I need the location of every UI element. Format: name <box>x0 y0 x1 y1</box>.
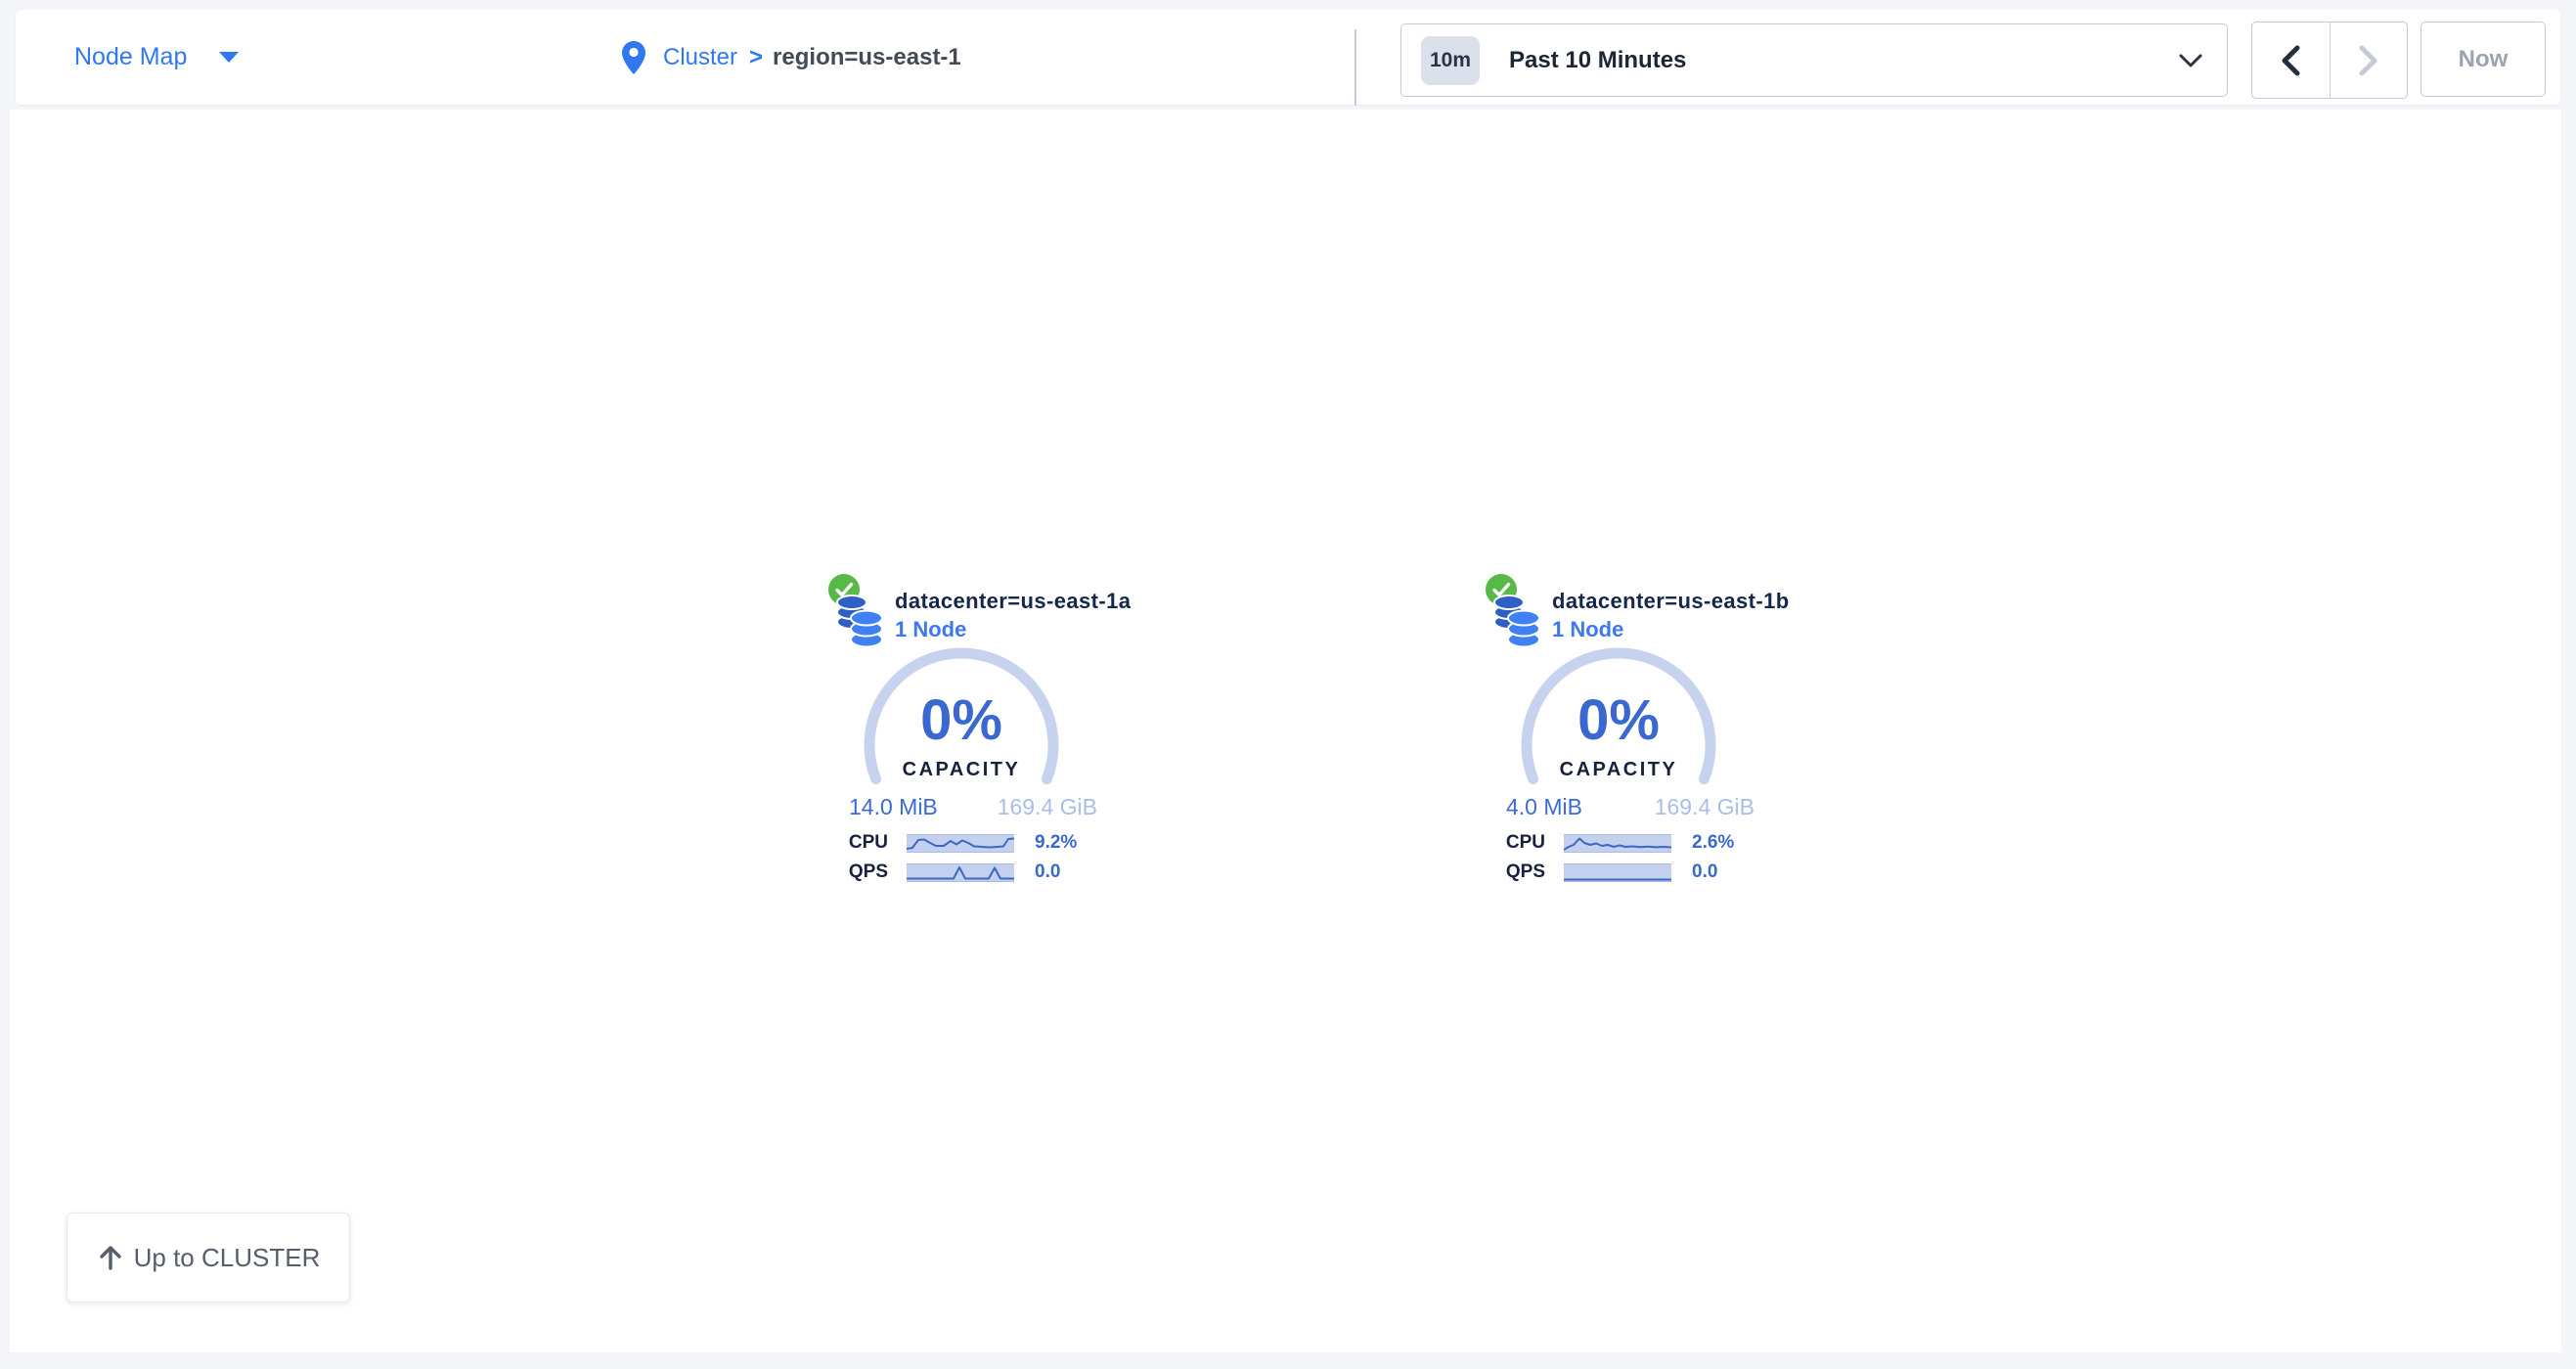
metric-value: 2.6% <box>1692 832 1735 853</box>
time-range-label: Past 10 Minutes <box>1509 46 1687 73</box>
view-selector-label: Node Map <box>74 43 188 70</box>
now-button[interactable]: Now <box>2421 22 2546 97</box>
header-divider <box>1355 29 1356 106</box>
capacity-percentage: 0% <box>1577 688 1660 752</box>
qps-sparkline <box>907 862 1014 882</box>
metric-value: 0.0 <box>1035 861 1061 882</box>
chevron-right-icon <box>2359 45 2377 75</box>
arrow-up-icon <box>99 1246 121 1270</box>
metric-value: 0.0 <box>1692 861 1718 882</box>
time-prev-button[interactable] <box>2252 22 2331 98</box>
metric-label: QPS <box>1505 861 1545 882</box>
locality-node-count: 1 Node <box>1552 617 1624 641</box>
locality-card-us-east-1b[interactable]: datacenter=us-east-1b 1 Node 0% CAPACITY… <box>1479 567 1789 905</box>
time-next-button[interactable] <box>2331 22 2408 98</box>
breadcrumb: Cluster > region=us-east-1 <box>622 10 961 105</box>
cpu-sparkline <box>907 833 1014 853</box>
breadcrumb-current: region=us-east-1 <box>773 43 961 70</box>
metric-value: 9.2% <box>1035 832 1078 853</box>
map-canvas: datacenter=us-east-1a 1 Node 0% CAPACITY… <box>10 110 2561 1352</box>
chevron-down-icon <box>2179 54 2202 66</box>
qps-sparkline <box>1564 862 1671 882</box>
capacity-used-value: 14.0 MiB <box>849 794 938 819</box>
capacity-values: 14.0 MiB 169.4 GiB <box>849 794 1097 820</box>
up-to-cluster-label: Up to CLUSTER <box>133 1242 321 1272</box>
capacity-total-value: 169.4 GiB <box>997 794 1097 819</box>
database-stack-icon <box>1493 595 1540 648</box>
chevron-left-icon <box>2282 45 2300 75</box>
capacity-gauge-arc <box>864 647 1059 785</box>
metric-row-qps: QPS 0.0 <box>1479 861 1718 882</box>
database-stack-icon <box>836 595 883 648</box>
metric-row-cpu: CPU 2.6% <box>1479 832 1735 853</box>
header-bar: Node Map Cluster > region=us-east-1 10m … <box>16 10 2560 106</box>
locality-card-us-east-1a[interactable]: datacenter=us-east-1a 1 Node 0% CAPACITY… <box>822 567 1131 905</box>
breadcrumb-cluster-link[interactable]: Cluster <box>663 43 738 70</box>
capacity-values: 4.0 MiB 169.4 GiB <box>1506 794 1754 820</box>
time-range-dropdown[interactable]: 10m Past 10 Minutes <box>1400 23 2228 97</box>
capacity-caption: CAPACITY <box>902 759 1021 780</box>
locality-node-count: 1 Node <box>895 617 967 641</box>
location-pin-icon <box>622 40 645 74</box>
cpu-sparkline <box>1564 833 1671 853</box>
metric-label: CPU <box>848 832 888 853</box>
metric-label: QPS <box>848 861 888 882</box>
metric-row-qps: QPS 0.0 <box>822 861 1061 882</box>
capacity-caption: CAPACITY <box>1559 759 1678 780</box>
up-to-cluster-button[interactable]: Up to CLUSTER <box>67 1213 350 1303</box>
metric-label: CPU <box>1505 832 1545 853</box>
breadcrumb-separator: > <box>749 43 764 70</box>
capacity-gauge-arc <box>1521 647 1716 785</box>
locality-title: datacenter=us-east-1b <box>1552 589 1790 613</box>
caret-down-icon <box>219 52 240 63</box>
metric-row-cpu: CPU 9.2% <box>822 832 1078 853</box>
time-range-badge: 10m <box>1421 35 1480 85</box>
capacity-used-value: 4.0 MiB <box>1506 794 1582 819</box>
view-selector-dropdown[interactable]: Node Map <box>74 10 240 105</box>
capacity-percentage: 0% <box>920 688 1002 752</box>
capacity-total-value: 169.4 GiB <box>1654 794 1754 819</box>
locality-title: datacenter=us-east-1a <box>895 589 1132 613</box>
time-nav-group <box>2251 22 2408 99</box>
